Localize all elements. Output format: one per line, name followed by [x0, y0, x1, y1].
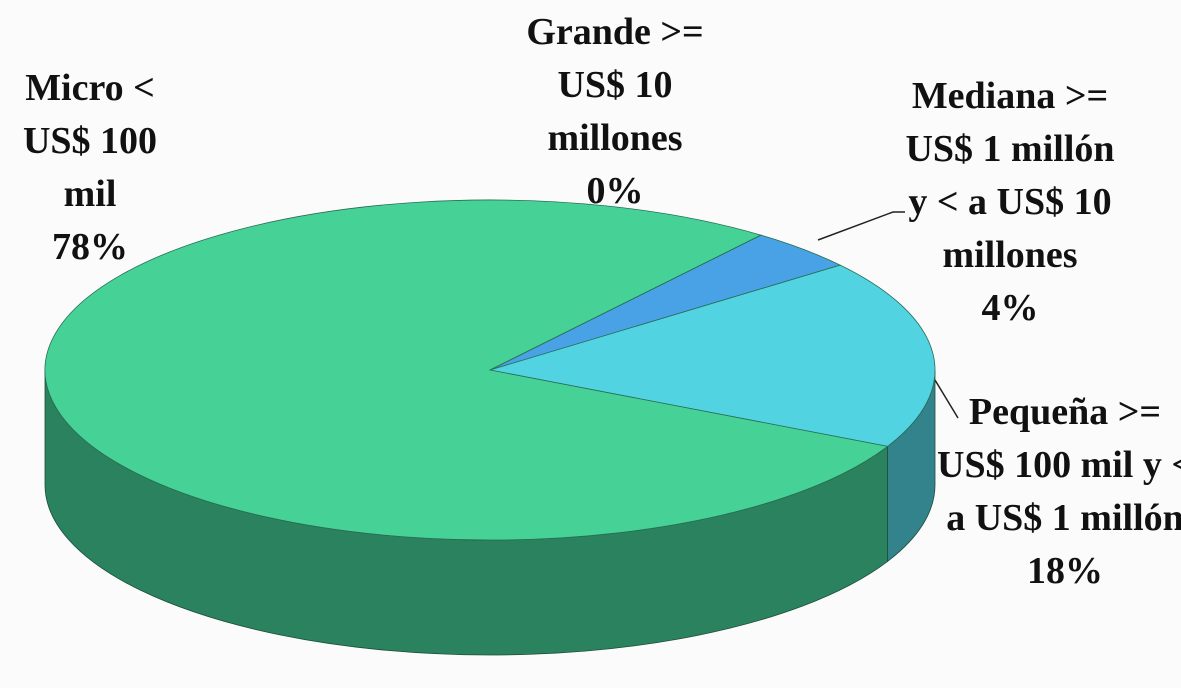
slice-top	[44, 199, 889, 541]
value-label: 0%	[586, 170, 644, 212]
category-label: Mediana >= US$ 1 millón y < a US$ 10 mil…	[905, 75, 1115, 276]
category-label: Grande >= US$ 10 millones	[526, 11, 704, 159]
category-label: Pequeña >= US$ 100 mil y < a US$ 1 milló…	[937, 391, 1181, 539]
value-label: 18%	[1027, 550, 1103, 592]
value-label: 78%	[52, 226, 128, 268]
category-label: Micro < US$ 100 mil	[22, 67, 158, 215]
slice-label: Micro < US$ 100 mil 78%	[0, 62, 180, 274]
leader-line	[934, 379, 959, 419]
slice-label: Pequeña >= US$ 100 mil y < a US$ 1 milló…	[935, 386, 1181, 598]
slice-top	[489, 264, 936, 447]
leader-line	[817, 211, 894, 241]
value-label: 4%	[981, 287, 1039, 329]
slice-label: Grande >= US$ 10 millones 0%	[495, 6, 735, 218]
slice-label: Mediana >= US$ 1 millón y < a US$ 10 mil…	[895, 70, 1125, 335]
